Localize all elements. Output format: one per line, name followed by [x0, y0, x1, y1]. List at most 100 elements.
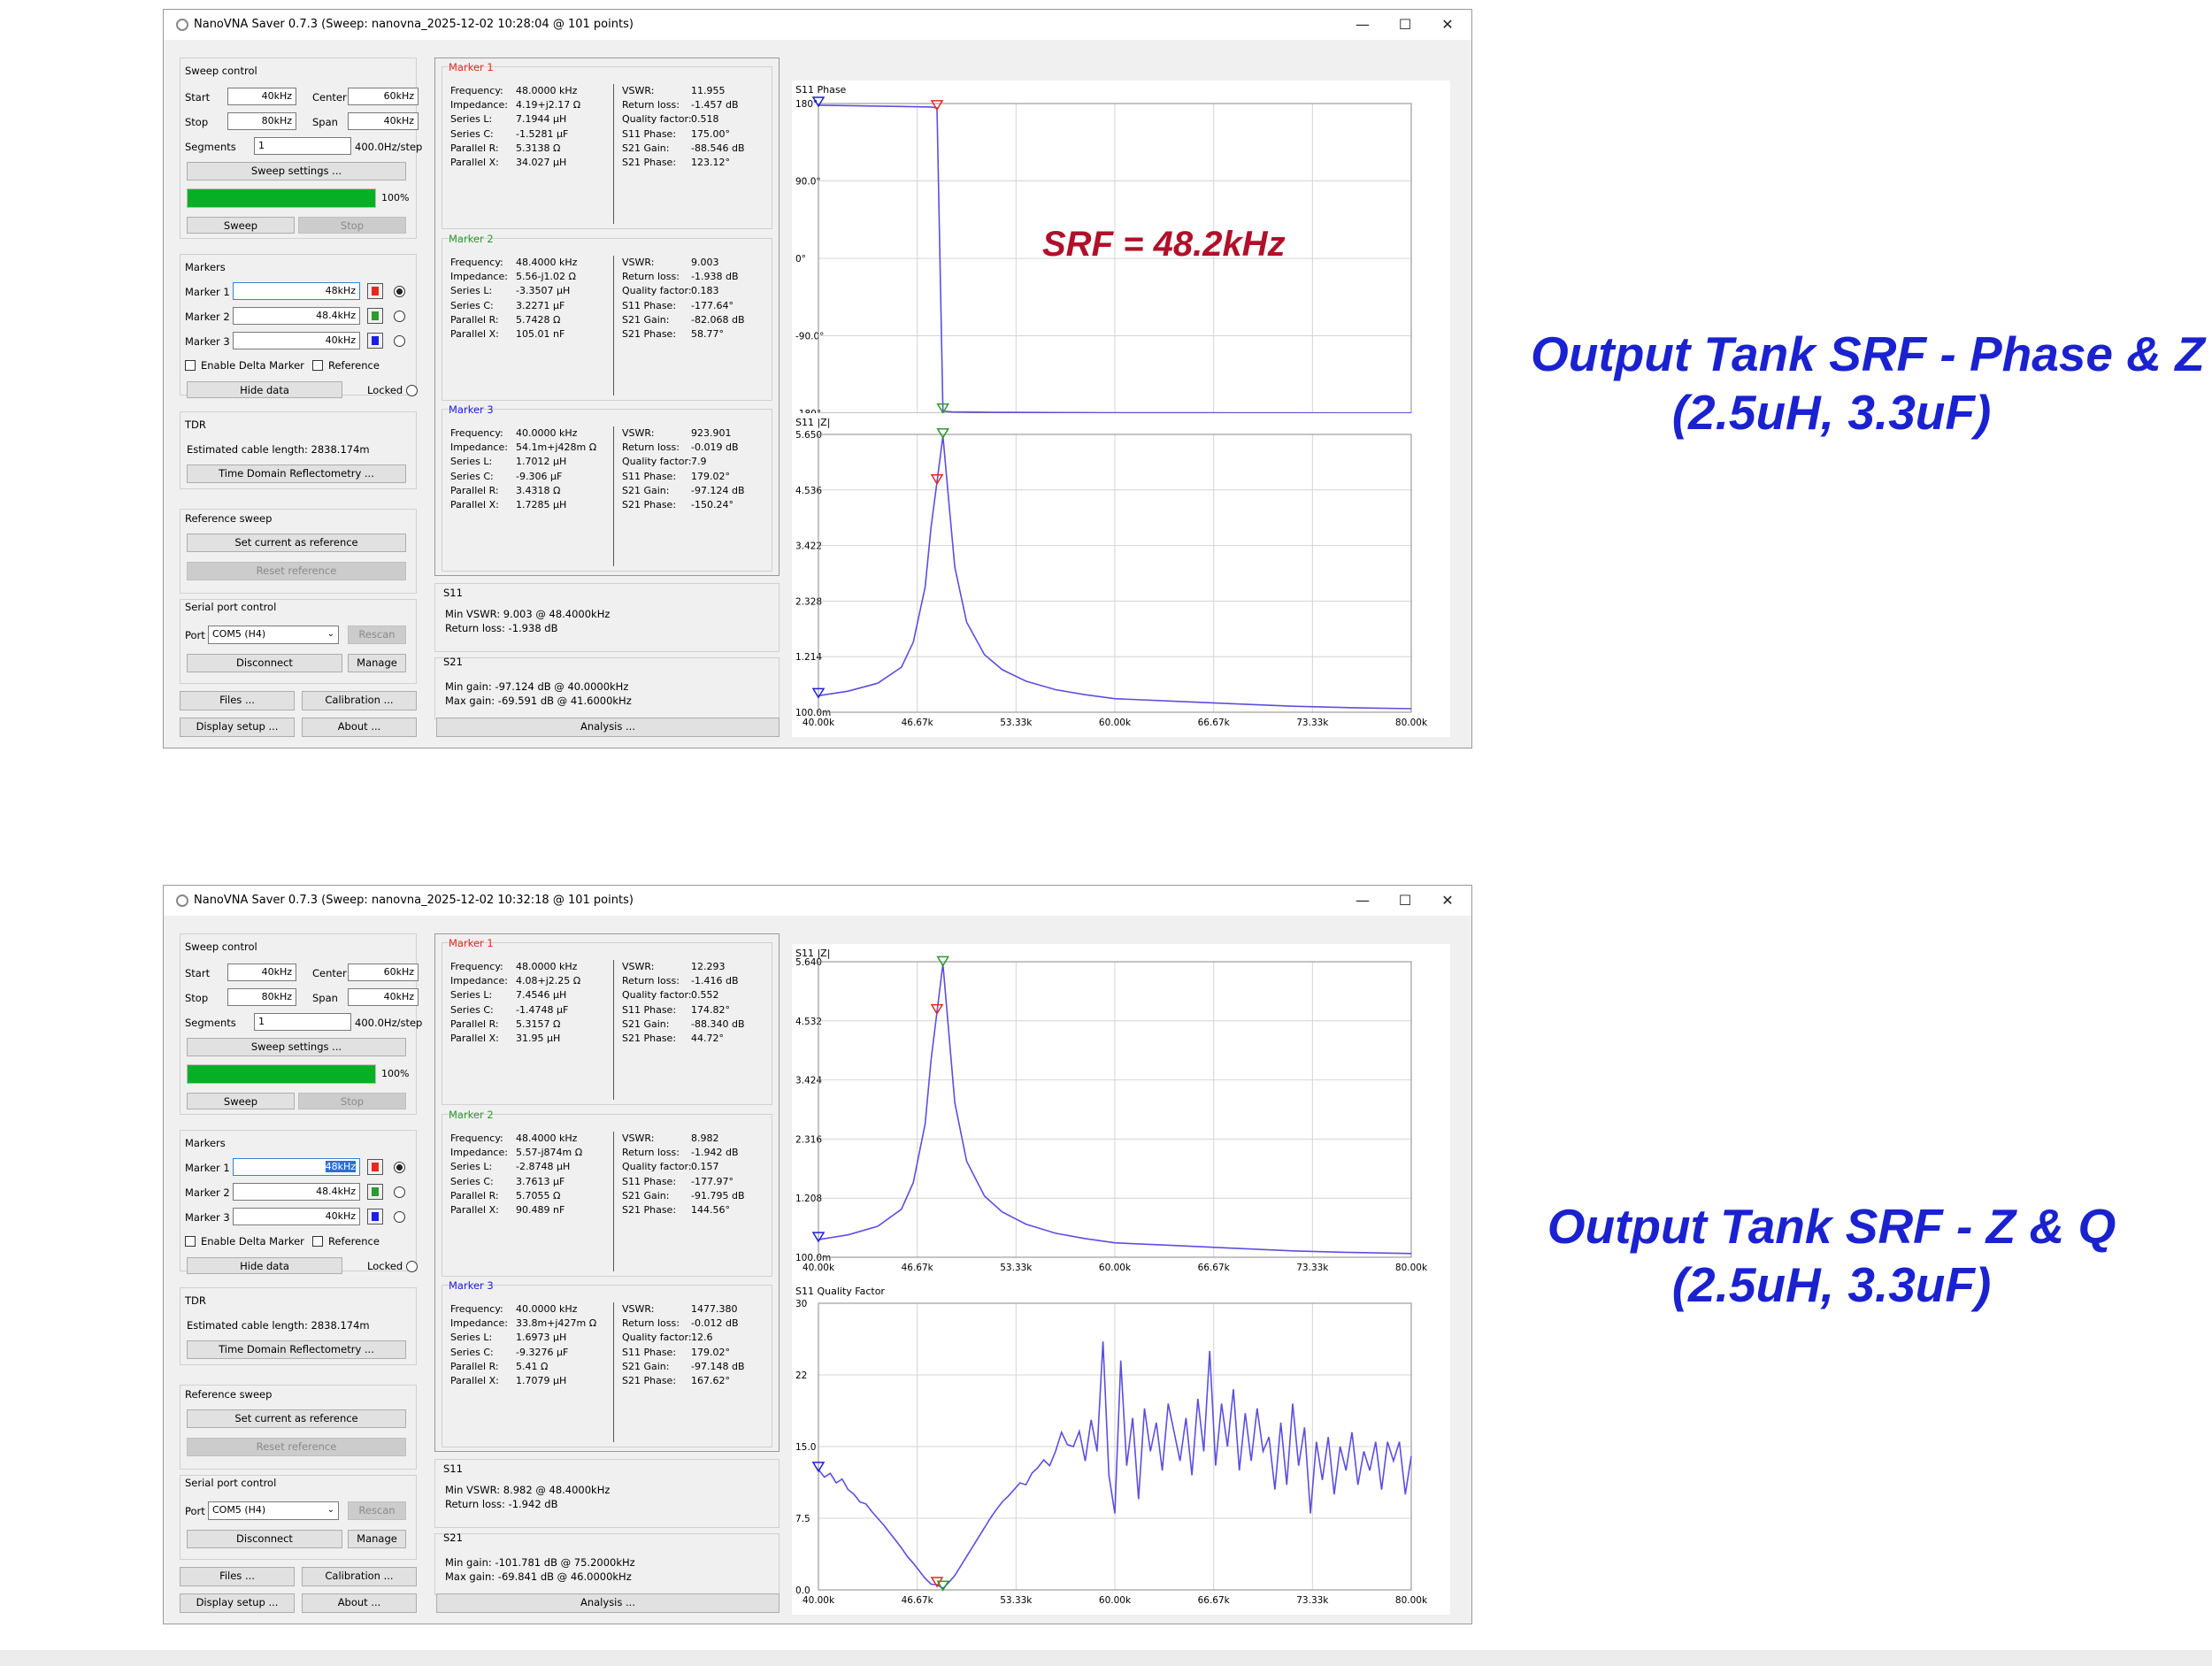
tdr-button[interactable]: Time Domain Reflectometry ...	[187, 464, 406, 483]
marker-field-value: 167.62°	[691, 1375, 730, 1386]
x-tick-label: 40.00k	[803, 1263, 835, 1273]
reference-checkbox[interactable]	[312, 360, 323, 371]
marker-1-input[interactable]: 48kHz	[233, 1158, 360, 1176]
marker-3-radio[interactable]	[394, 335, 405, 347]
marker-3-radio[interactable]	[394, 1211, 405, 1223]
about-button[interactable]: About ...	[302, 718, 417, 737]
stop-input[interactable]: 80kHz	[227, 988, 296, 1006]
group-title: S11	[443, 1463, 463, 1475]
span-input[interactable]: 40kHz	[348, 112, 419, 130]
title-bar[interactable]: NanoVNA Saver 0.7.3 (Sweep: nanovna_2025…	[164, 10, 1471, 40]
marker-field-value: -1.457 dB	[691, 99, 739, 111]
stop-button[interactable]: Stop	[298, 217, 406, 234]
delta-marker-checkbox[interactable]	[185, 360, 196, 371]
locked-radio[interactable]	[406, 1261, 418, 1272]
x-tick-label: 53.33k	[1000, 1595, 1033, 1606]
analysis-button[interactable]: Analysis ...	[436, 1593, 780, 1613]
marker-triangle	[936, 956, 950, 967]
center-input[interactable]: 60kHz	[348, 88, 419, 105]
marker-2-radio[interactable]	[394, 311, 405, 322]
delta-marker-checkbox[interactable]	[185, 1236, 196, 1247]
marker-2-color[interactable]	[367, 1184, 383, 1200]
set-reference-button[interactable]: Set current as reference	[187, 534, 406, 552]
maximize-icon[interactable]: ☐	[1398, 16, 1412, 33]
marker-field-value: 40.0000 kHz	[516, 1303, 578, 1315]
display-setup-button[interactable]: Display setup ...	[180, 1593, 295, 1613]
hide-data-button[interactable]: Hide data	[187, 381, 342, 398]
stop-input[interactable]: 80kHz	[227, 112, 296, 130]
marker-1-radio[interactable]	[394, 286, 405, 297]
minimize-icon[interactable]: —	[1356, 892, 1370, 909]
analysis-button[interactable]: Analysis ...	[436, 718, 780, 737]
title-bar[interactable]: NanoVNA Saver 0.7.3 (Sweep: nanovna_2025…	[164, 886, 1471, 916]
marker-3-color[interactable]	[367, 333, 383, 349]
marker-data-divider	[613, 960, 614, 1100]
disconnect-button[interactable]: Disconnect	[187, 1530, 342, 1548]
manage-button[interactable]: Manage	[348, 1530, 406, 1548]
hide-data-button[interactable]: Hide data	[187, 1257, 342, 1274]
start-input[interactable]: 40kHz	[227, 88, 296, 105]
marker-2-input[interactable]: 48.4kHz	[233, 1183, 360, 1201]
marker-3-input[interactable]: 40kHz	[233, 332, 360, 349]
marker-field-value: 175.00°	[691, 127, 730, 140]
maximize-icon[interactable]: ☐	[1398, 892, 1412, 909]
marker-2-radio[interactable]	[394, 1186, 405, 1198]
reset-reference-button[interactable]: Reset reference	[187, 1438, 406, 1456]
reset-reference-button[interactable]: Reset reference	[187, 562, 406, 580]
marker-field-label: Return loss:	[622, 99, 680, 111]
port-select[interactable]: COM5 (H4) ⌄	[208, 1501, 339, 1520]
files-button[interactable]: Files ...	[180, 691, 295, 710]
marker-field-value: 179.02°	[691, 1346, 730, 1358]
stop-button[interactable]: Stop	[298, 1093, 406, 1109]
sweep-settings-button[interactable]: Sweep settings ...	[187, 1038, 406, 1056]
marker-2-input[interactable]: 48.4kHz	[233, 307, 360, 325]
center-input[interactable]: 60kHz	[348, 964, 419, 981]
about-button[interactable]: About ...	[302, 1593, 417, 1613]
y-tick-label: 5.640	[795, 957, 822, 968]
marker-field-label: S21 Phase:	[622, 157, 677, 168]
marker-data-panel	[434, 933, 780, 1452]
stop-label: Stop	[185, 116, 209, 128]
tdr-button[interactable]: Time Domain Reflectometry ...	[187, 1340, 406, 1359]
marker-field-label: Quality factor:	[622, 1161, 692, 1173]
close-icon[interactable]: ✕	[1441, 16, 1454, 33]
sweep-button[interactable]: Sweep	[187, 217, 295, 234]
port-select[interactable]: COM5 (H4) ⌄	[208, 626, 339, 644]
x-tick-label: 80.00k	[1395, 1263, 1428, 1273]
calibration-button[interactable]: Calibration ...	[302, 691, 417, 710]
marker-3-color[interactable]	[367, 1209, 383, 1225]
sweep-button[interactable]: Sweep	[187, 1093, 295, 1109]
close-icon[interactable]: ✕	[1441, 892, 1454, 909]
disconnect-button[interactable]: Disconnect	[187, 654, 342, 672]
manage-button[interactable]: Manage	[348, 654, 406, 672]
minimize-icon[interactable]: —	[1356, 16, 1370, 33]
marker-1-color[interactable]	[367, 1159, 383, 1175]
calibration-button[interactable]: Calibration ...	[302, 1567, 417, 1586]
display-setup-button[interactable]: Display setup ...	[180, 718, 295, 737]
marker-2-color[interactable]	[367, 308, 383, 324]
sweep-settings-button[interactable]: Sweep settings ...	[187, 162, 406, 180]
marker-field-value: 90.489 nF	[516, 1204, 565, 1216]
start-input[interactable]: 40kHz	[227, 964, 296, 981]
top-caption-line-2: (2.5uH, 3.3uF)	[1671, 385, 1992, 440]
marker-field-value: -88.546 dB	[691, 142, 745, 154]
set-reference-button[interactable]: Set current as reference	[187, 1409, 406, 1428]
locked-radio[interactable]	[406, 385, 418, 396]
chevron-down-icon: ⌄	[326, 629, 334, 639]
marker-1-radio[interactable]	[394, 1162, 405, 1173]
segments-input[interactable]: 1	[254, 137, 351, 155]
marker-1-input[interactable]: 48kHz	[233, 282, 360, 300]
marker-1-color[interactable]	[367, 283, 383, 299]
segments-input[interactable]: 1	[254, 1013, 351, 1031]
marker-triangle	[936, 427, 950, 440]
s11-return-loss: Return loss: -1.942 dB	[445, 1498, 558, 1510]
span-input[interactable]: 40kHz	[348, 988, 419, 1006]
chart-s11-z: S11 |Z| 40.00k 46.67k 53.33k 60.00k 66.67k 73.…	[792, 944, 1450, 1282]
progress-fill	[188, 1065, 375, 1083]
files-button[interactable]: Files ...	[180, 1567, 295, 1586]
reference-checkbox[interactable]	[312, 1236, 323, 1247]
rescan-button[interactable]: Rescan	[348, 1501, 406, 1520]
rescan-button[interactable]: Rescan	[348, 626, 406, 644]
y-tick-label: 100.0m	[795, 1253, 831, 1263]
marker-3-input[interactable]: 40kHz	[233, 1208, 360, 1225]
